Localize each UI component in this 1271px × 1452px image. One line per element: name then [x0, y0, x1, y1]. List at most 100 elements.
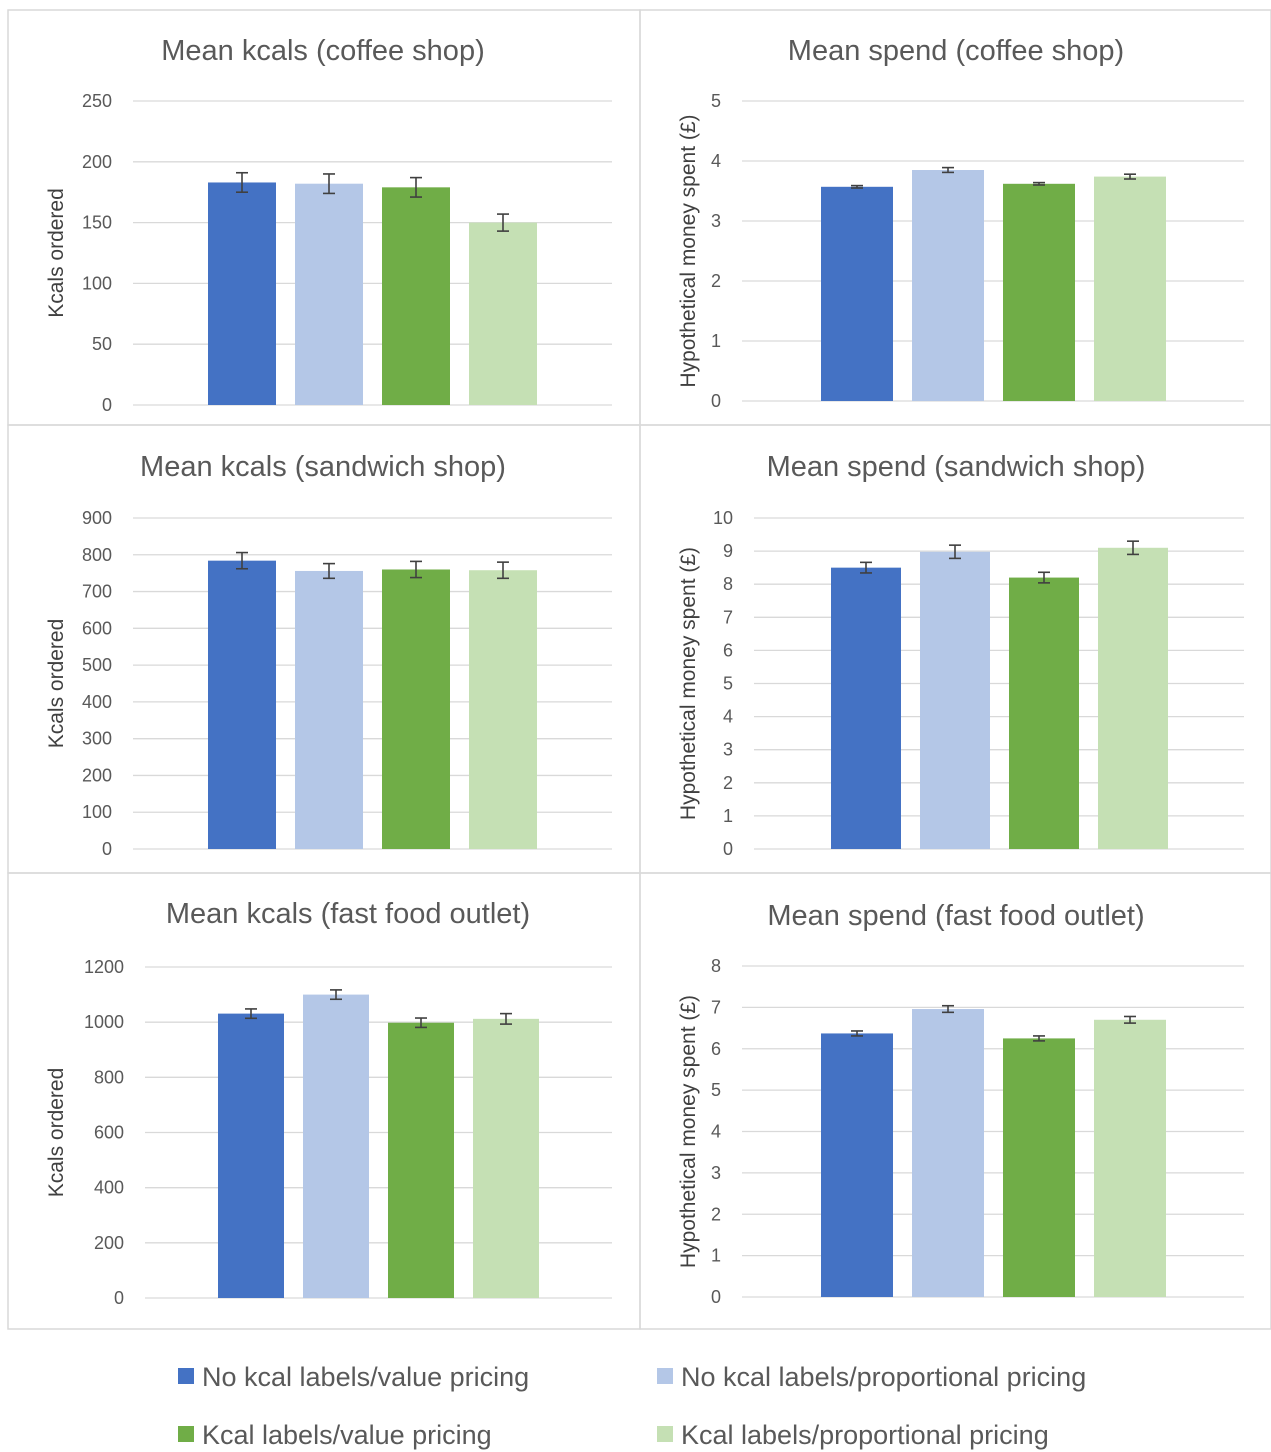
y-tick-label: 6	[711, 1039, 721, 1059]
y-tick-label: 600	[82, 618, 112, 638]
y-tick-label: 400	[94, 1178, 124, 1198]
y-tick-label: 4	[723, 707, 733, 727]
chart-panel-2: 0 1 2 3 4 5 Mean spend (coffee shop) Hypothetic…	[639, 9, 1271, 426]
y-tick-label: 8	[723, 574, 733, 594]
y-tick-label: 0	[102, 839, 112, 859]
y-tick-label: 7	[711, 997, 721, 1017]
bar-4	[1094, 1019, 1166, 1297]
chart-title: Mean kcals (sandwich shop)	[140, 451, 506, 483]
bar-2	[295, 570, 363, 849]
y-tick-label: 1	[723, 806, 733, 826]
chart-panel-3: 0 100 200 300 400 500 600 700 800 900 Mean kcals (…	[7, 424, 641, 874]
legend-swatch	[178, 1368, 194, 1384]
y-axis-label: Hypothetical money spent (£)	[677, 995, 700, 1268]
bar-1	[821, 1033, 893, 1297]
bar-1	[208, 182, 276, 405]
y-tick-label: 2	[711, 1204, 721, 1224]
bar-4	[473, 1018, 539, 1298]
bar-4	[469, 222, 537, 405]
y-tick-label: 7	[723, 607, 733, 627]
bar-2	[912, 1009, 984, 1297]
legend-swatch	[657, 1426, 673, 1442]
y-axis-label: Kcals ordered	[45, 188, 68, 318]
bar-3	[388, 1022, 454, 1298]
y-tick-label: 1	[711, 1246, 721, 1266]
y-tick-label: 100	[82, 802, 112, 822]
y-tick-label: 400	[82, 692, 112, 712]
bar-2	[303, 994, 369, 1298]
y-tick-label: 500	[82, 655, 112, 675]
bar-2	[920, 551, 990, 849]
y-tick-label: 100	[82, 273, 112, 293]
legend-item-4: Kcal labels/proportional pricing	[657, 1420, 1049, 1450]
legend-label: Kcal labels/proportional pricing	[681, 1420, 1049, 1450]
y-tick-label: 800	[82, 545, 112, 565]
panel-frame	[639, 872, 1271, 1330]
legend: No kcal labels/value pricing No kcal labe…	[178, 1362, 1086, 1450]
chart-title: Mean spend (coffee shop)	[788, 35, 1124, 67]
y-tick-label: 4	[711, 151, 721, 171]
bar-1	[208, 560, 276, 849]
y-tick-label: 700	[82, 582, 112, 602]
legend-label: No kcal labels/value pricing	[202, 1362, 529, 1392]
y-tick-label: 3	[723, 740, 733, 760]
chart-panel-1: 0 50 100 150 200 250 Mean kcals (coffee shop) K…	[7, 9, 641, 426]
bar-3	[1009, 577, 1079, 849]
y-tick-label: 200	[94, 1233, 124, 1253]
bar-3	[382, 187, 450, 405]
y-axis-label: Kcals ordered	[45, 1068, 68, 1198]
y-tick-label: 50	[92, 334, 112, 354]
y-tick-label: 250	[82, 91, 112, 111]
y-tick-label: 5	[711, 91, 721, 111]
y-tick-label: 1000	[84, 1012, 124, 1032]
bar-1	[821, 186, 893, 401]
bar-2	[295, 183, 363, 405]
y-tick-label: 0	[723, 839, 733, 859]
legend-swatch	[657, 1368, 673, 1384]
y-tick-label: 600	[94, 1123, 124, 1143]
y-tick-label: 1200	[84, 957, 124, 977]
y-tick-label: 150	[82, 213, 112, 233]
y-tick-label: 1	[711, 331, 721, 351]
chart-title: Mean kcals (fast food outlet)	[166, 898, 530, 930]
y-tick-label: 3	[711, 1163, 721, 1183]
y-tick-label: 200	[82, 765, 112, 785]
y-tick-label: 3	[711, 211, 721, 231]
y-tick-label: 300	[82, 729, 112, 749]
y-tick-label: 5	[711, 1080, 721, 1100]
y-tick-label: 5	[723, 674, 733, 694]
bar-3	[382, 569, 450, 849]
y-tick-label: 200	[82, 152, 112, 172]
bar-2	[912, 170, 984, 401]
y-tick-label: 9	[723, 541, 733, 561]
bar-1	[831, 567, 901, 849]
y-tick-label: 4	[711, 1122, 721, 1142]
y-axis-label: Hypothetical money spent (£)	[677, 114, 700, 387]
y-tick-label: 2	[723, 773, 733, 793]
y-tick-label: 900	[82, 508, 112, 528]
chart-panel-6: 0 1 2 3 4 5 6 7 8 Mean spend (fast food outlet) Hy…	[639, 872, 1271, 1330]
y-axis-label: Kcals ordered	[45, 619, 68, 749]
bar-4	[1098, 547, 1168, 849]
bar-3	[1003, 1038, 1075, 1297]
y-tick-label: 0	[114, 1288, 124, 1308]
y-tick-label: 2	[711, 271, 721, 291]
y-tick-label: 800	[94, 1067, 124, 1087]
chart-title: Mean spend (fast food outlet)	[767, 900, 1144, 932]
y-tick-label: 0	[102, 395, 112, 415]
chart-title: Mean spend (sandwich shop)	[767, 451, 1146, 483]
y-tick-label: 8	[711, 956, 721, 976]
y-tick-label: 0	[711, 391, 721, 411]
y-tick-label: 10	[713, 508, 733, 528]
legend-label: Kcal labels/value pricing	[202, 1420, 492, 1450]
chart-panel-5: 0 200 400 600 800 1000 1200 Mean kcals (fast fo…	[7, 872, 641, 1330]
legend-swatch	[178, 1426, 194, 1442]
y-tick-label: 0	[711, 1287, 721, 1307]
bar-4	[1094, 176, 1166, 401]
bar-4	[469, 570, 537, 849]
y-tick-label: 6	[723, 640, 733, 660]
chart-title: Mean kcals (coffee shop)	[161, 35, 484, 67]
bar-3	[1003, 183, 1075, 401]
legend-label: No kcal labels/proportional pricing	[681, 1362, 1086, 1392]
